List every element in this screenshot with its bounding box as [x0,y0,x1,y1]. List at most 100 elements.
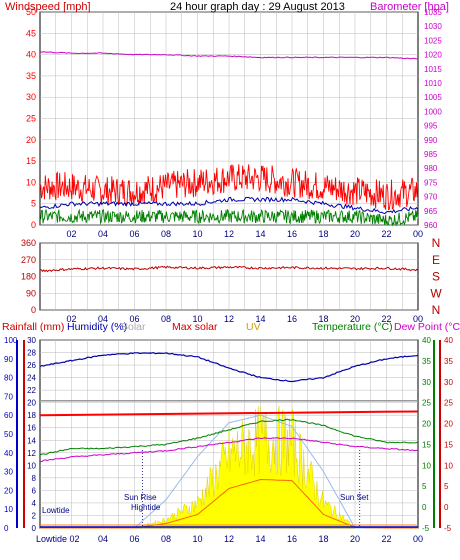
baro-tick-15: 1035 [424,8,442,17]
baro-tick-9: 1005 [424,93,442,102]
baro-tick-7: 995 [424,122,438,131]
wind-tick-0: 0 [31,220,36,230]
wind-low-line [39,208,419,227]
inner-left-tick-6: 12 [27,449,36,458]
wind-direction-line [39,265,419,273]
outer-left-tick-5: 50 [4,430,13,439]
xtick-p2-0: 02 [66,314,76,324]
xtick-p2-9: 20 [350,314,360,324]
baro-tick-0: 960 [424,221,438,230]
temp-tick-6: 25 [422,399,431,408]
xtick-p1-6: 14 [255,229,265,239]
temp-tick-8: 35 [422,357,431,366]
dewpoint-line [40,437,419,462]
hightide-label: Hightide [131,503,161,512]
outer-left-tick-9: 90 [4,355,13,364]
humidity-line [39,351,419,383]
dew-tick-6: 25 [444,399,453,408]
legend-solar: Solar [121,321,146,333]
bottom-xtick-2: 06 [129,534,139,544]
outer-left-tick-2: 20 [4,486,13,495]
inner-left-tick-13: 26 [27,361,36,370]
dir-tick-0: 0 [31,305,36,315]
bottom-xtick-10: 22 [381,534,391,544]
baro-tick-3: 975 [424,178,438,187]
outer-left-tick-0: 0 [4,524,9,533]
xtick-p2-5: 12 [224,314,234,324]
baro-tick-6: 990 [424,136,438,145]
wind-tick-7: 35 [26,71,36,81]
xtick-p1-3: 08 [161,229,171,239]
temp-tick-0: -5 [422,524,430,533]
xtick-p2-1: 04 [98,314,108,324]
wind-tick-2: 10 [26,177,36,187]
baro-tick-8: 1000 [424,107,442,116]
legend-humidity: Humidity (%) [67,321,127,333]
inner-left-tick-14: 28 [27,349,36,358]
bottom-xtick-6: 14 [255,534,265,544]
outer-left-tick-1: 10 [4,505,13,514]
outer-left-tick-4: 40 [4,449,13,458]
compass-label-2: S [432,270,440,284]
sunrise-label: Sun Rise [124,493,157,502]
inner-left-tick-15: 30 [27,336,36,345]
bottom-xtick-8: 18 [318,534,328,544]
dew-tick-4: 15 [444,440,453,449]
dir-tick-3: 270 [21,255,36,265]
xtick-p1-8: 18 [318,229,328,239]
inner-left-tick-5: 10 [27,461,36,470]
inner-left-tick-12: 24 [27,374,36,383]
wind-axis-title: Windspeed [mph] [5,1,91,13]
temp-tick-5: 20 [422,420,431,429]
wind-tick-10: 50 [26,7,36,17]
dew-tick-0: -5 [444,524,452,533]
dew-tick-8: 35 [444,357,453,366]
sunset-label: Sun Set [340,493,369,502]
bottom-xtick-1: 04 [98,534,108,544]
outer-left-tick-3: 30 [4,468,13,477]
page-title: 24 hour graph day : 29 August 2013 [170,1,345,13]
dew-tick-5: 20 [444,420,453,429]
bottom-xtick-11: 00 [413,534,423,544]
wind-tick-9: 45 [26,28,36,38]
dew-tick-7: 30 [444,378,453,387]
baro-tick-1: 965 [424,207,438,216]
legend-dewpoint: Dew Point (°C) [394,321,460,333]
xtick-p2-2: 06 [129,314,139,324]
outer-left-tick-8: 80 [4,374,13,383]
inner-left-tick-2: 4 [32,499,37,508]
xtick-p1-5: 12 [224,229,234,239]
series-lines [39,51,419,529]
baro-tick-13: 1025 [424,36,442,45]
baro-tick-5: 985 [424,150,438,159]
baro-tick-12: 1020 [424,51,442,60]
bottom-xtick-0: Lowtide 02 [36,534,80,544]
baro-tick-11: 1015 [424,65,442,74]
compass-label-0: N [432,236,441,250]
xtick-p2-8: 18 [318,314,328,324]
compass-label-4: N [432,303,441,317]
dir-tick-2: 180 [21,272,36,282]
xtick-p1-11: 00 [413,229,423,239]
xtick-p1-7: 16 [287,229,297,239]
barometer-axis-title: Barometer [hpa] [370,1,449,13]
dir-tick-1: 90 [26,288,36,298]
inner-left-tick-0: 0 [32,524,37,533]
wind-tick-5: 25 [26,114,36,124]
bottom-xtick-4: 10 [192,534,202,544]
dew-tick-1: 0 [444,503,449,512]
wind-gust-line [39,164,419,211]
dew-tick-9: 40 [444,336,453,345]
inner-left-tick-7: 14 [27,436,36,445]
xtick-p2-7: 16 [287,314,297,324]
inner-left-tick-4: 8 [32,474,37,483]
compass-label-3: W [430,286,442,300]
xtick-p1-0: 02 [66,229,76,239]
legend-max-solar: Max solar [172,321,218,333]
xtick-p1-10: 22 [381,229,391,239]
temp-tick-7: 30 [422,378,431,387]
xtick-p1-9: 20 [350,229,360,239]
temp-tick-9: 40 [422,336,431,345]
lowtide-label: Lowtide [42,506,70,515]
